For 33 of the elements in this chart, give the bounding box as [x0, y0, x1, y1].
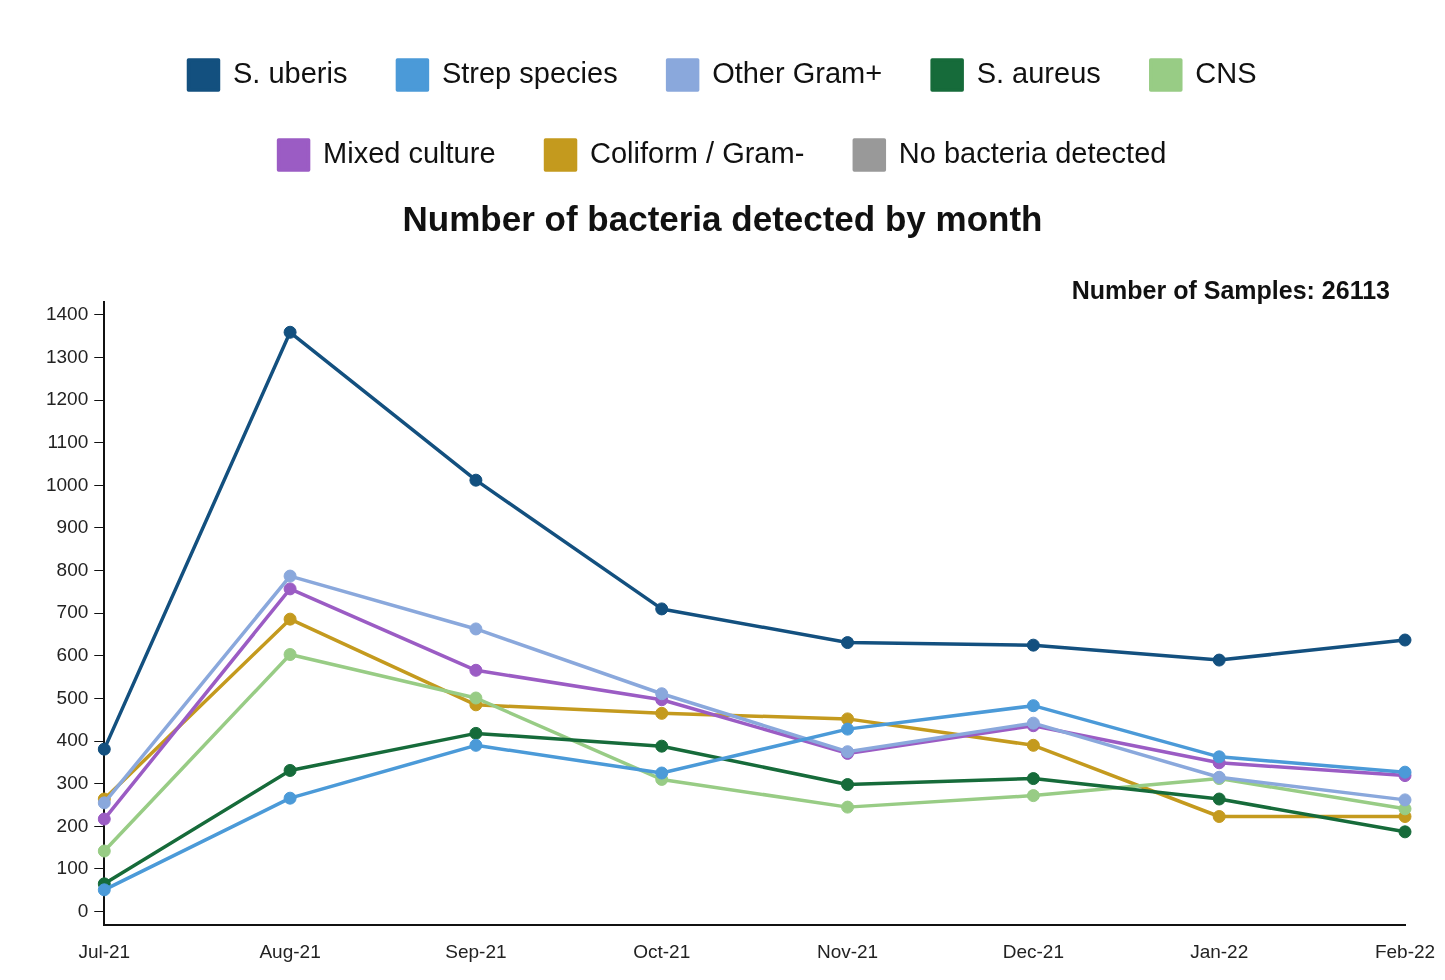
legend-label: Mixed culture — [323, 137, 496, 169]
x-tick-label: Feb-22 — [1374, 940, 1436, 962]
x-tick-label: Jul-21 — [78, 940, 131, 962]
chart-title: Number of bacteria detected by month — [402, 198, 1043, 238]
x-tick-label: Nov-21 — [816, 940, 879, 962]
y-tick-label: 1100 — [47, 430, 89, 452]
y-tick-label: 1200 — [45, 388, 89, 410]
y-tick-label: 400 — [56, 729, 89, 751]
x-tick-label: Aug-21 — [259, 940, 321, 962]
y-tick-label: 700 — [56, 601, 89, 623]
y-tick-label: 900 — [56, 516, 89, 538]
y-tick-label: 500 — [56, 686, 89, 708]
y-tick-label: 800 — [56, 558, 89, 580]
annotation: Number of Samples: 26113 — [1071, 276, 1390, 305]
y-tick-label: 1400 — [45, 303, 89, 325]
legend-label: CNS — [1195, 57, 1257, 89]
y-tick-label: 200 — [56, 814, 89, 836]
legend-label: Other Gram+ — [712, 57, 883, 89]
y-tick-label: 300 — [56, 771, 89, 793]
y-tick-label: 600 — [56, 644, 89, 666]
legend-label: Strep species — [441, 57, 618, 89]
legend-label: Coliform / Gram- — [590, 137, 805, 169]
y-tick-label: 1000 — [45, 473, 89, 495]
y-tick-label: 1300 — [45, 345, 89, 367]
legend-label: S. uberis — [232, 57, 348, 89]
legend-label: No bacteria detected — [898, 137, 1167, 169]
x-tick-label: Sep-21 — [445, 940, 507, 962]
x-tick-label: Dec-21 — [1002, 940, 1064, 962]
x-tick-label: Oct-21 — [633, 940, 691, 962]
y-tick-label: 0 — [77, 899, 89, 921]
y-tick-label: 100 — [56, 857, 89, 879]
legend-label: S. aureus — [976, 57, 1101, 89]
x-tick-label: Jan-22 — [1190, 940, 1249, 962]
